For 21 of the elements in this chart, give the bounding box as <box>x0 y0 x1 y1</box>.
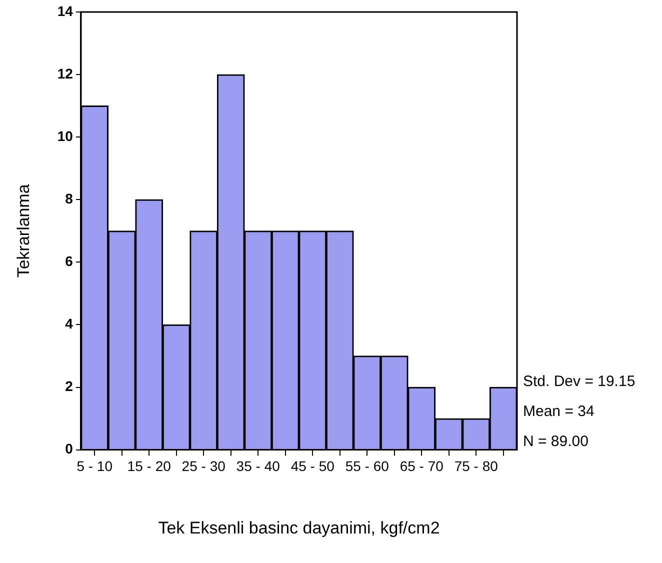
y-tick-label: 4 <box>65 316 74 332</box>
y-tick-label: 6 <box>65 253 74 270</box>
text: Std. Dev = 19.15 <box>523 372 636 390</box>
x-tick-label: 15 - 20 <box>127 458 172 474</box>
x-axis-title: Tek Eksenli basinc dayanimi, kgf/cm2 <box>158 518 440 538</box>
x-tick-label: 35 - 40 <box>236 458 280 474</box>
x-tick-label: 25 - 30 <box>182 458 226 474</box>
x-tick-label: 75 - 80 <box>454 458 498 474</box>
y-tick-label: 10 <box>57 128 74 144</box>
text: N = 89.00 <box>523 432 588 450</box>
y-axis-title: Tekrarlanma <box>14 184 33 278</box>
text: Mean = 34 <box>523 402 594 420</box>
x-tick-label: 65 - 70 <box>400 458 444 474</box>
y-tick-label: 8 <box>65 190 74 206</box>
y-tick-label: 12 <box>57 65 74 82</box>
x-tick-label: 45 - 50 <box>290 458 335 474</box>
x-tick-label: 55 - 60 <box>345 458 390 474</box>
y-tick-label: 14 <box>57 2 74 19</box>
x-tick-label: 5 - 10 <box>76 458 113 474</box>
y-tick-label: 2 <box>65 378 74 394</box>
y-tick-label: 0 <box>65 440 74 457</box>
